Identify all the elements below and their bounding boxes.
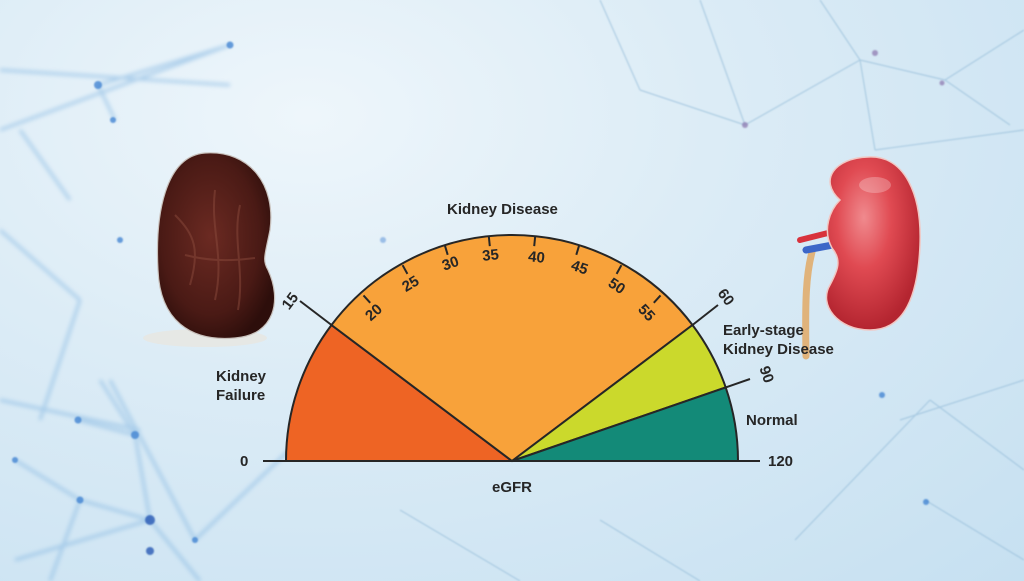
tick-label-25: 25	[399, 273, 422, 296]
segment-kidney-failure	[284, 323, 515, 462]
label-kidney-failure-line1: Kidney	[216, 368, 267, 385]
label-early-stage-line1: Early-stage	[723, 322, 804, 339]
tick-label-40: 40	[527, 248, 545, 267]
label-kidney-failure: Kidney Failure	[216, 367, 266, 405]
tick-label-60: 60	[714, 286, 738, 310]
segment-kidney-disease	[330, 233, 694, 463]
label-early-stage: Early-stage Kidney Disease	[723, 321, 834, 359]
axis-max-label: 120	[768, 453, 794, 470]
tick-label-50: 50	[605, 275, 628, 298]
tick-labels: 20 25 30 35 40 45 50 55 15 60 90	[279, 246, 777, 385]
chart-title: Kidney Disease	[447, 201, 558, 218]
label-normal: Normal	[746, 412, 798, 429]
axis-label-egfr: eGFR	[492, 479, 533, 496]
tick-label-45: 45	[569, 257, 590, 279]
tick-label-30: 30	[440, 253, 461, 275]
tick-label-90: 90	[756, 364, 778, 385]
label-early-stage-line2: Kidney Disease	[723, 341, 834, 358]
tick-label-15: 15	[279, 290, 303, 314]
label-kidney-failure-line2: Failure	[216, 387, 266, 404]
minor-ticks	[362, 236, 662, 304]
axis-min-label: 0	[240, 453, 249, 470]
tick-label-35: 35	[481, 246, 499, 265]
